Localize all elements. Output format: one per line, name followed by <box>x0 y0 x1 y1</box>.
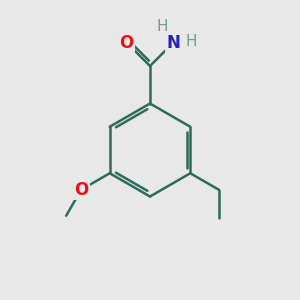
Text: N: N <box>167 34 180 52</box>
Text: H: H <box>156 19 168 34</box>
Text: H: H <box>186 34 197 49</box>
Text: O: O <box>74 181 88 199</box>
Text: O: O <box>119 34 134 52</box>
